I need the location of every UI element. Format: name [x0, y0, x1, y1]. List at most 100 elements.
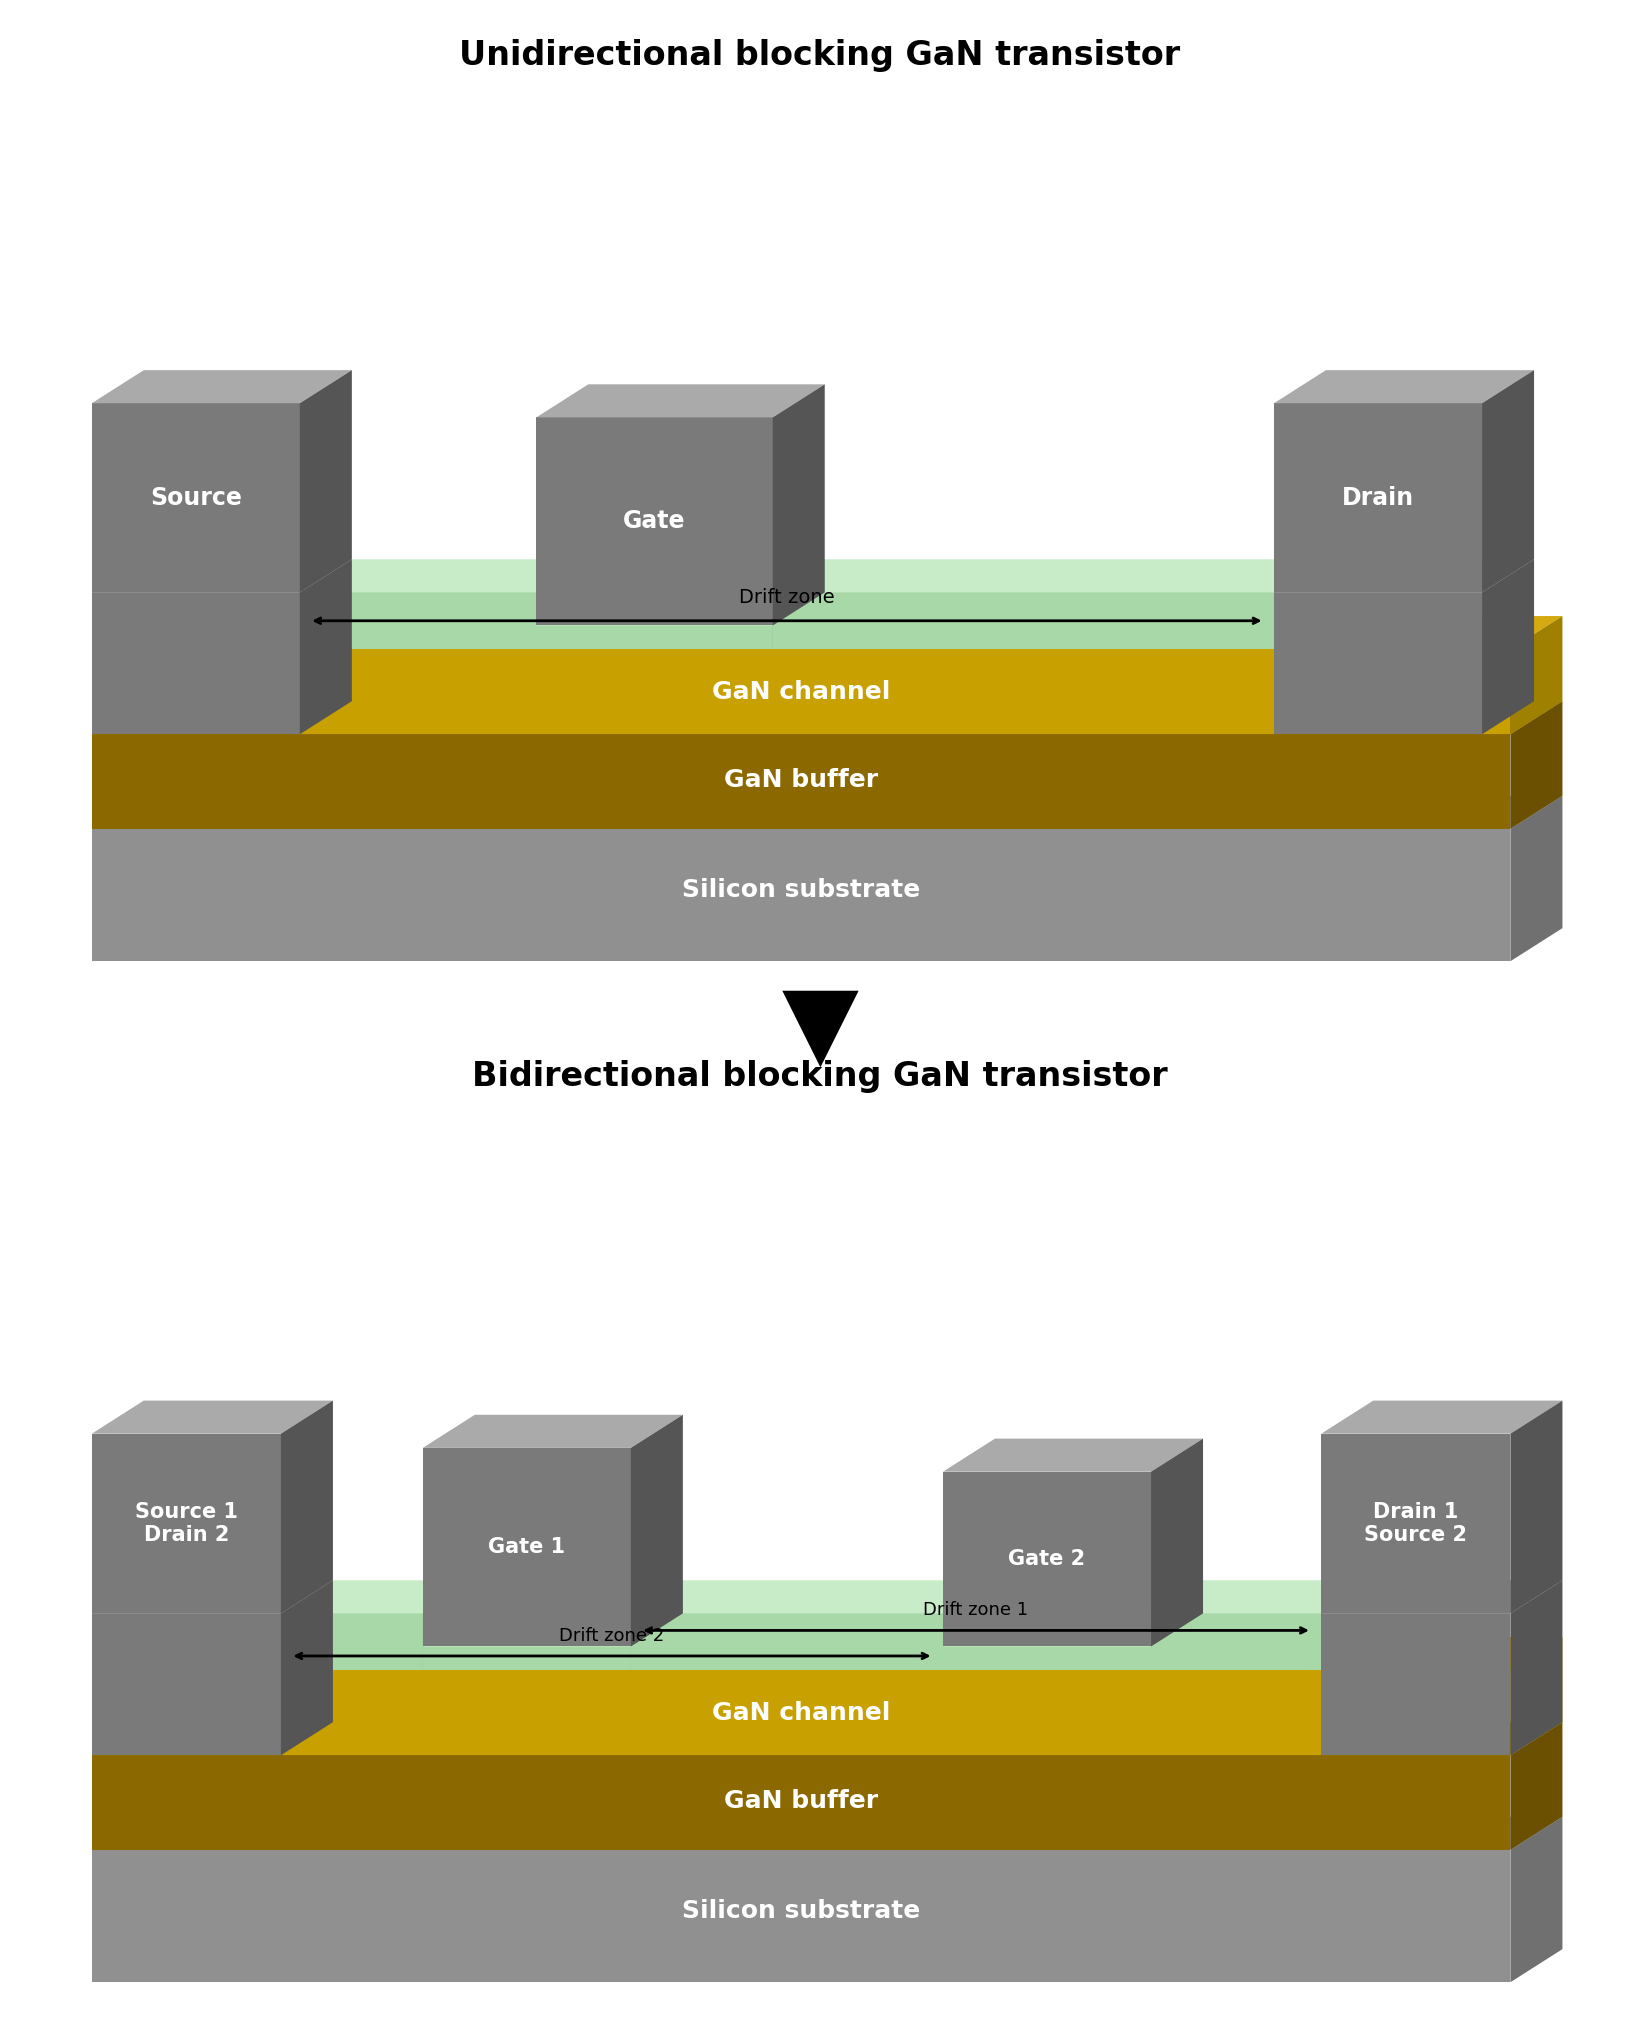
- Text: Source: Source: [149, 486, 241, 510]
- Polygon shape: [1482, 560, 1532, 735]
- Polygon shape: [92, 1756, 1510, 1850]
- Polygon shape: [423, 1448, 631, 1646]
- Polygon shape: [92, 829, 1510, 962]
- Polygon shape: [423, 1646, 631, 1670]
- Polygon shape: [92, 1670, 1510, 1756]
- Polygon shape: [942, 1646, 1151, 1670]
- Polygon shape: [423, 1415, 682, 1448]
- Polygon shape: [772, 384, 824, 625]
- Polygon shape: [1510, 796, 1562, 962]
- Polygon shape: [92, 796, 1562, 829]
- Polygon shape: [1274, 370, 1532, 402]
- Polygon shape: [92, 402, 300, 592]
- Polygon shape: [1151, 1581, 1372, 1613]
- Text: Drain: Drain: [1341, 486, 1413, 510]
- Polygon shape: [942, 1581, 995, 1646]
- Polygon shape: [942, 1581, 995, 1670]
- Polygon shape: [423, 1581, 475, 1670]
- Text: Gate 2: Gate 2: [1008, 1550, 1085, 1568]
- Polygon shape: [92, 370, 352, 402]
- Polygon shape: [92, 1850, 1510, 1983]
- Polygon shape: [1321, 1401, 1562, 1433]
- Text: GaN channel: GaN channel: [711, 1701, 890, 1725]
- Title: Bidirectional blocking GaN transistor: Bidirectional blocking GaN transistor: [472, 1060, 1167, 1092]
- Polygon shape: [536, 560, 588, 649]
- Polygon shape: [942, 1613, 1203, 1646]
- Polygon shape: [92, 617, 1562, 649]
- Text: GaN buffer: GaN buffer: [723, 1789, 877, 1813]
- Polygon shape: [280, 1613, 423, 1670]
- Polygon shape: [631, 1581, 682, 1646]
- Polygon shape: [631, 1613, 942, 1670]
- Polygon shape: [423, 1613, 682, 1646]
- Text: Silicon substrate: Silicon substrate: [682, 878, 919, 903]
- Polygon shape: [1510, 700, 1562, 829]
- Polygon shape: [300, 592, 536, 649]
- Text: Drift zone: Drift zone: [739, 588, 834, 606]
- Polygon shape: [92, 1721, 1562, 1756]
- Polygon shape: [1274, 560, 1532, 592]
- Polygon shape: [1510, 1721, 1562, 1850]
- Text: Silicon substrate: Silicon substrate: [682, 1899, 919, 1924]
- Polygon shape: [631, 1581, 995, 1613]
- Polygon shape: [1510, 1817, 1562, 1983]
- Polygon shape: [92, 1581, 333, 1613]
- Polygon shape: [423, 1581, 475, 1646]
- Polygon shape: [942, 1472, 1151, 1646]
- Polygon shape: [280, 1581, 475, 1613]
- Polygon shape: [1321, 1581, 1372, 1670]
- Polygon shape: [92, 735, 1510, 829]
- Polygon shape: [300, 560, 588, 592]
- Polygon shape: [280, 1401, 333, 1613]
- Polygon shape: [280, 1581, 333, 1756]
- Polygon shape: [1151, 1440, 1203, 1646]
- Polygon shape: [631, 1415, 682, 1646]
- Polygon shape: [1510, 1638, 1562, 1756]
- Polygon shape: [92, 1817, 1562, 1850]
- Polygon shape: [300, 370, 352, 592]
- Polygon shape: [1510, 1581, 1562, 1756]
- Polygon shape: [942, 1440, 1203, 1472]
- Polygon shape: [1274, 592, 1482, 735]
- Polygon shape: [536, 560, 588, 625]
- Polygon shape: [1151, 1613, 1203, 1670]
- Text: Drift zone 2: Drift zone 2: [559, 1627, 664, 1644]
- Polygon shape: [1482, 370, 1532, 592]
- Polygon shape: [92, 1433, 280, 1613]
- Polygon shape: [772, 592, 824, 649]
- Text: Source 1
Drain 2: Source 1 Drain 2: [134, 1503, 238, 1546]
- Title: Unidirectional blocking GaN transistor: Unidirectional blocking GaN transistor: [459, 39, 1180, 71]
- Polygon shape: [92, 1638, 1562, 1670]
- Polygon shape: [772, 560, 824, 625]
- Polygon shape: [1510, 617, 1562, 735]
- Text: Drain 1
Source 2: Drain 1 Source 2: [1364, 1503, 1467, 1546]
- Polygon shape: [536, 592, 824, 625]
- Polygon shape: [1321, 1613, 1510, 1756]
- Text: Drift zone 1: Drift zone 1: [923, 1601, 1028, 1619]
- Polygon shape: [536, 384, 824, 417]
- Polygon shape: [1274, 560, 1326, 649]
- Polygon shape: [536, 417, 772, 625]
- Polygon shape: [772, 592, 1274, 649]
- Polygon shape: [92, 592, 300, 735]
- Polygon shape: [92, 649, 1510, 735]
- Polygon shape: [92, 700, 1562, 735]
- Text: Gate 1: Gate 1: [488, 1538, 565, 1558]
- Polygon shape: [300, 560, 352, 735]
- Polygon shape: [1510, 1401, 1562, 1613]
- Polygon shape: [772, 560, 1326, 592]
- Text: GaN channel: GaN channel: [711, 680, 890, 704]
- Text: ▼: ▼: [782, 978, 857, 1076]
- Polygon shape: [92, 560, 352, 592]
- Polygon shape: [1321, 1581, 1562, 1613]
- Polygon shape: [92, 1401, 333, 1433]
- Polygon shape: [1274, 402, 1482, 592]
- Polygon shape: [1151, 1581, 1203, 1646]
- Text: Gate: Gate: [623, 508, 685, 533]
- Polygon shape: [92, 1613, 280, 1756]
- Polygon shape: [536, 625, 772, 649]
- Polygon shape: [1321, 1433, 1510, 1613]
- Polygon shape: [631, 1613, 682, 1670]
- Text: GaN buffer: GaN buffer: [723, 768, 877, 792]
- Polygon shape: [1151, 1613, 1321, 1670]
